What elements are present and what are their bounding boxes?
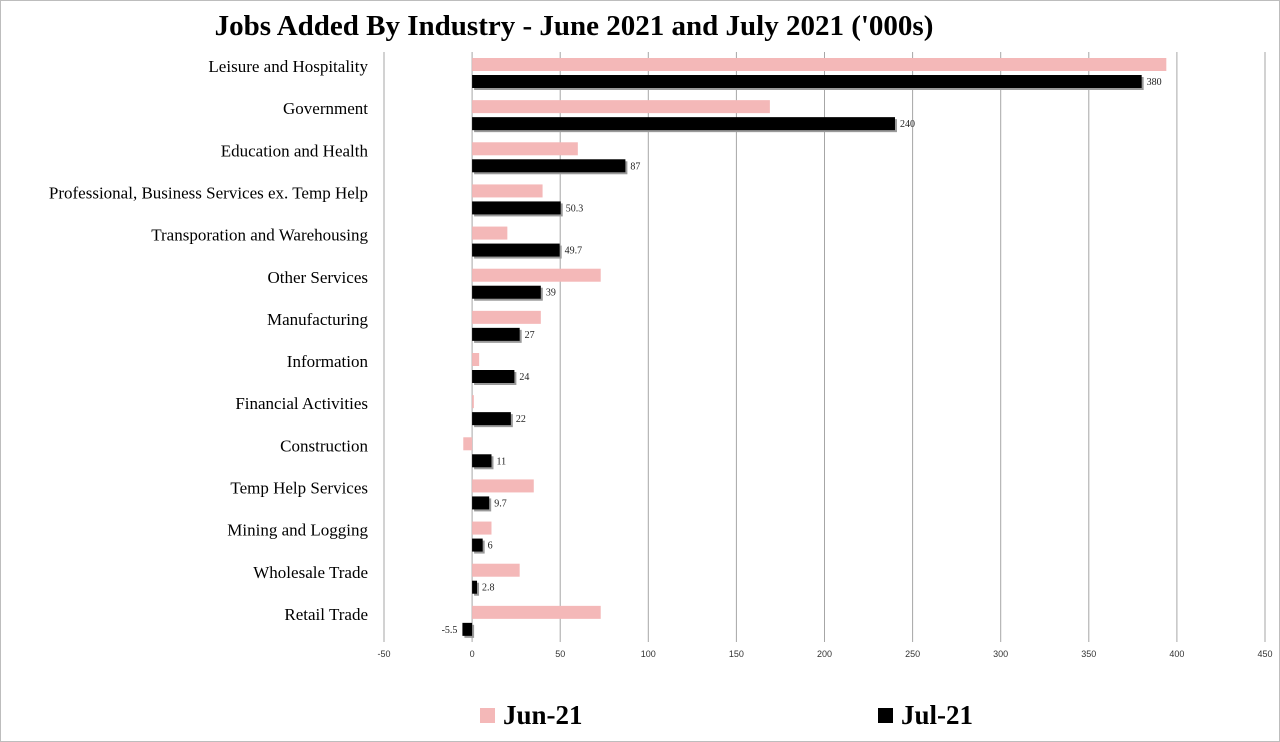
- legend-item-jul: Jul-21: [878, 700, 973, 731]
- data-label-jul: -5.5: [442, 625, 458, 636]
- x-tick-label: 200: [817, 649, 832, 659]
- category-label: Wholesale Trade: [253, 563, 368, 582]
- bar-jul: [472, 201, 561, 215]
- bar-jul: [472, 496, 490, 510]
- bar-jul: [472, 285, 541, 299]
- legend-swatch-jun: [480, 708, 495, 723]
- bar-jun: [472, 479, 534, 493]
- bar-jul: [472, 580, 478, 594]
- data-label-jul: 24: [519, 372, 529, 383]
- category-label: Professional, Business Services ex. Temp…: [49, 184, 368, 203]
- legend-label-jul: Jul-21: [901, 700, 974, 730]
- bar-jun: [472, 521, 492, 535]
- bar-jun: [472, 353, 480, 366]
- bar-jul: [472, 75, 1142, 88]
- category-label: Other Services: [267, 268, 368, 287]
- data-label-jul: 27: [525, 330, 535, 341]
- legend-label-jun: Jun-21: [503, 700, 583, 730]
- bar-jun: [472, 184, 543, 198]
- x-tick-label: -50: [377, 649, 390, 659]
- bar-jun: [472, 58, 1167, 71]
- data-label-jul: 9.7: [494, 498, 507, 509]
- category-label: Government: [283, 99, 368, 118]
- x-tick-label: 450: [1257, 649, 1272, 659]
- bar-jun: [472, 395, 474, 409]
- x-tick-label: 300: [993, 649, 1008, 659]
- category-label: Leisure and Hospitality: [208, 57, 368, 76]
- category-label: Transporation and Warehousing: [151, 226, 368, 245]
- legend-item-jun: Jun-21: [480, 700, 583, 731]
- bar-jun: [472, 268, 601, 282]
- legend-swatch-jul: [878, 708, 893, 723]
- x-tick-label: 0: [470, 649, 475, 659]
- bar-jul: [472, 538, 483, 552]
- bar-jun: [472, 100, 770, 114]
- category-label: Financial Activities: [235, 394, 368, 413]
- bar-jul: [472, 243, 560, 257]
- x-tick-label: 350: [1081, 649, 1096, 659]
- bar-jun: [472, 563, 520, 577]
- bar-jul: [472, 327, 520, 341]
- bar-jun: [472, 226, 508, 240]
- data-label-jul: 11: [496, 456, 506, 467]
- category-label: Retail Trade: [284, 605, 368, 624]
- data-label-jul: 87: [630, 161, 640, 172]
- data-label-jul: 380: [1147, 77, 1162, 88]
- data-label-jul: 50.3: [566, 203, 584, 214]
- bar-jul: [472, 412, 511, 426]
- bar-jun: [463, 437, 473, 451]
- bar-jul: [462, 622, 473, 636]
- bar-jun: [472, 605, 601, 619]
- bar-jul: [472, 454, 492, 468]
- x-tick-label: 400: [1169, 649, 1184, 659]
- x-tick-label: 50: [555, 649, 565, 659]
- category-label: Construction: [280, 436, 368, 455]
- chart-title: Jobs Added By Industry - June 2021 and J…: [214, 10, 934, 42]
- data-label-jul: 6: [488, 541, 493, 552]
- x-tick-label: 250: [905, 649, 920, 659]
- data-label-jul: 49.7: [565, 246, 583, 257]
- data-label-jul: 22: [516, 414, 526, 425]
- data-label-jul: 39: [546, 288, 556, 299]
- category-label: Mining and Logging: [227, 521, 368, 540]
- x-tick-label: 150: [729, 649, 744, 659]
- bar-jul: [472, 159, 626, 173]
- category-label: Education and Health: [221, 141, 369, 160]
- bar-jul: [472, 117, 895, 131]
- category-label: Manufacturing: [267, 310, 369, 329]
- bar-jun: [472, 310, 541, 324]
- bar-jun: [472, 142, 578, 156]
- category-label: Information: [287, 352, 369, 371]
- data-label-jul: 2.8: [482, 583, 495, 594]
- category-label: Temp Help Services: [230, 479, 368, 498]
- data-label-jul: 240: [900, 119, 915, 130]
- bar-jul: [472, 370, 515, 383]
- x-tick-label: 100: [641, 649, 656, 659]
